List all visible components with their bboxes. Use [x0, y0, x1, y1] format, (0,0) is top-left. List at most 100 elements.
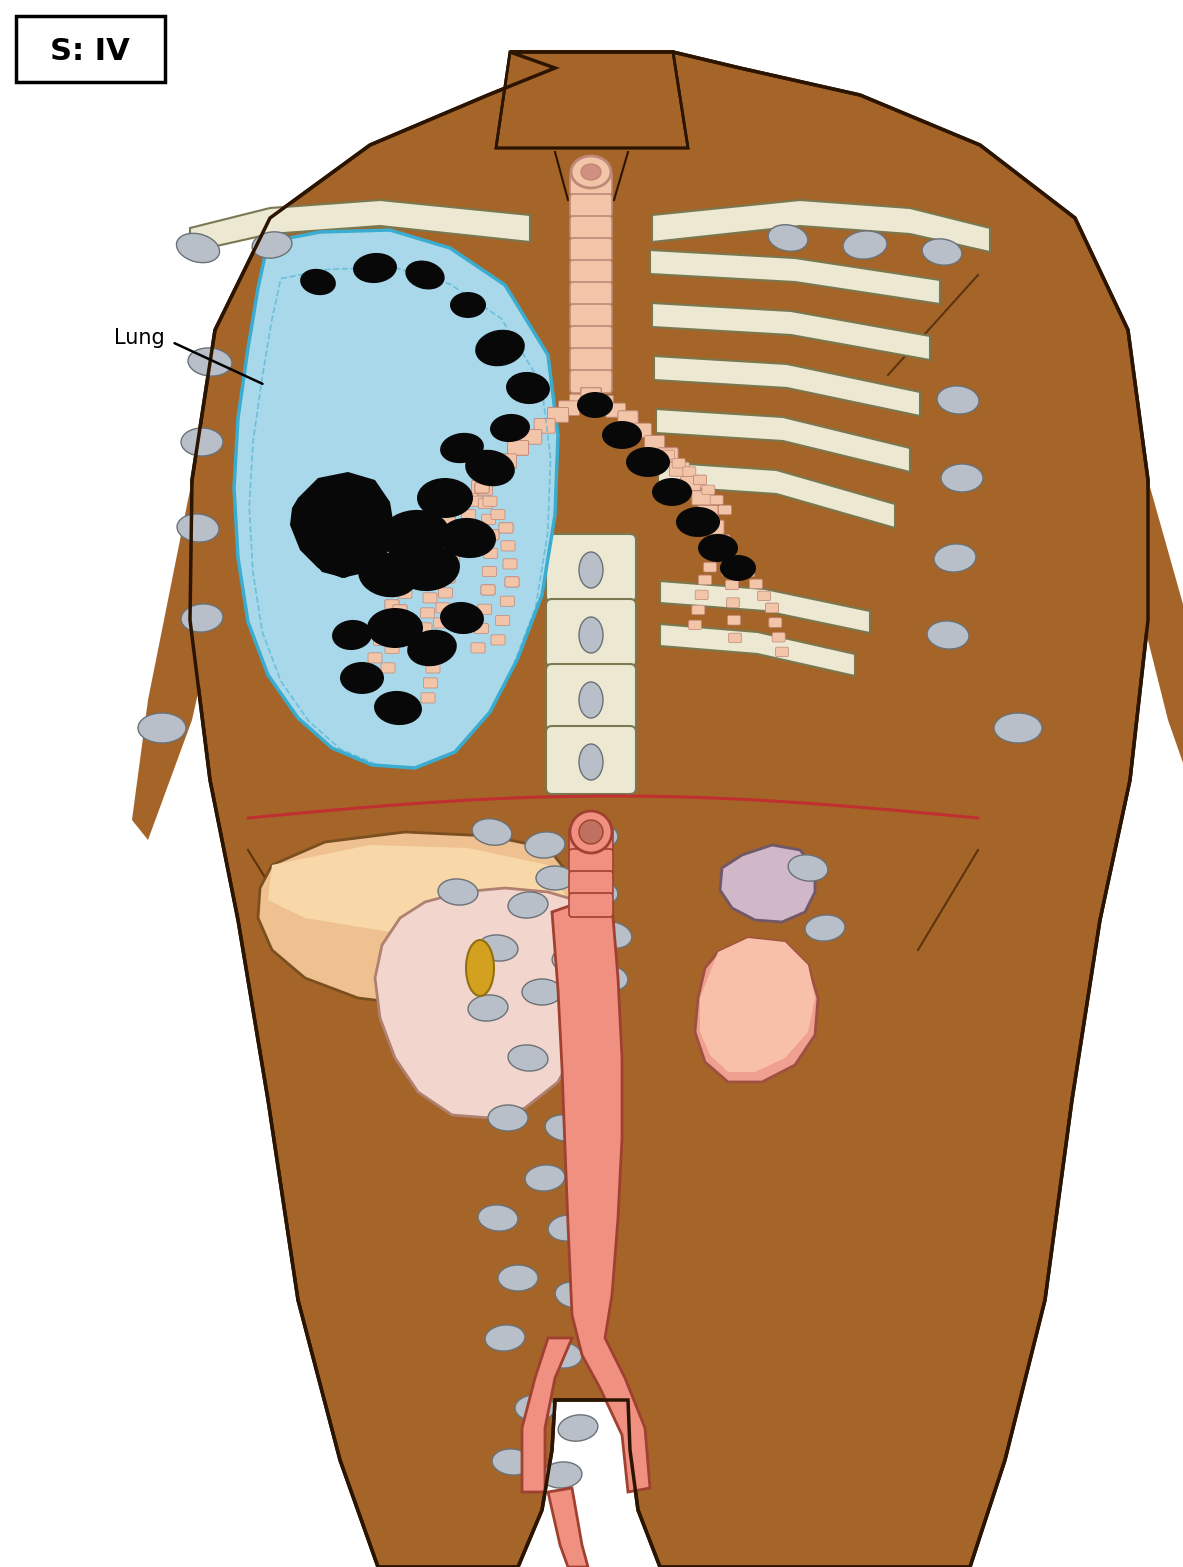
Polygon shape [552, 906, 649, 1492]
FancyBboxPatch shape [569, 827, 613, 851]
FancyBboxPatch shape [441, 574, 455, 583]
Polygon shape [190, 52, 1148, 1567]
Ellipse shape [652, 478, 692, 506]
FancyBboxPatch shape [437, 603, 450, 613]
Polygon shape [658, 462, 896, 528]
FancyBboxPatch shape [776, 647, 789, 657]
FancyBboxPatch shape [570, 326, 612, 349]
Polygon shape [652, 201, 990, 252]
FancyBboxPatch shape [698, 575, 711, 584]
Ellipse shape [555, 1282, 595, 1308]
FancyBboxPatch shape [393, 605, 407, 614]
Ellipse shape [407, 630, 457, 666]
Ellipse shape [177, 514, 219, 542]
Ellipse shape [396, 545, 460, 591]
Ellipse shape [478, 935, 518, 961]
FancyBboxPatch shape [702, 486, 715, 495]
Polygon shape [694, 939, 817, 1081]
Ellipse shape [558, 1415, 597, 1442]
Polygon shape [290, 472, 395, 578]
Ellipse shape [300, 270, 336, 295]
FancyBboxPatch shape [408, 555, 422, 566]
FancyBboxPatch shape [481, 584, 494, 595]
FancyBboxPatch shape [765, 603, 778, 613]
Ellipse shape [562, 1062, 602, 1087]
Ellipse shape [577, 392, 613, 418]
FancyBboxPatch shape [683, 467, 696, 476]
FancyBboxPatch shape [500, 541, 515, 552]
FancyBboxPatch shape [441, 574, 455, 583]
FancyBboxPatch shape [451, 539, 465, 550]
Ellipse shape [476, 329, 525, 367]
FancyBboxPatch shape [670, 462, 690, 476]
FancyBboxPatch shape [374, 635, 388, 646]
Ellipse shape [380, 509, 450, 559]
FancyBboxPatch shape [397, 588, 412, 599]
FancyBboxPatch shape [713, 537, 726, 547]
FancyBboxPatch shape [472, 481, 492, 495]
FancyBboxPatch shape [499, 523, 513, 533]
Ellipse shape [358, 553, 418, 597]
FancyBboxPatch shape [496, 454, 517, 469]
Ellipse shape [578, 617, 603, 653]
FancyBboxPatch shape [384, 644, 399, 653]
FancyBboxPatch shape [713, 537, 726, 547]
Ellipse shape [536, 867, 574, 890]
FancyBboxPatch shape [632, 423, 652, 437]
FancyBboxPatch shape [464, 494, 478, 503]
FancyBboxPatch shape [618, 411, 638, 425]
Ellipse shape [332, 621, 371, 650]
Polygon shape [657, 409, 910, 472]
Polygon shape [258, 832, 573, 1004]
FancyBboxPatch shape [468, 497, 483, 506]
FancyBboxPatch shape [558, 401, 580, 415]
FancyBboxPatch shape [570, 348, 612, 371]
Ellipse shape [252, 232, 292, 259]
FancyBboxPatch shape [594, 395, 613, 409]
FancyBboxPatch shape [692, 605, 705, 614]
FancyBboxPatch shape [432, 547, 446, 556]
FancyBboxPatch shape [618, 411, 638, 425]
Ellipse shape [593, 921, 632, 948]
Ellipse shape [940, 464, 983, 492]
FancyBboxPatch shape [461, 509, 476, 520]
FancyBboxPatch shape [581, 389, 601, 401]
FancyBboxPatch shape [426, 663, 440, 672]
Ellipse shape [571, 157, 610, 188]
Ellipse shape [374, 691, 422, 726]
FancyBboxPatch shape [750, 580, 763, 589]
FancyBboxPatch shape [485, 530, 499, 541]
FancyBboxPatch shape [505, 577, 519, 588]
Ellipse shape [188, 348, 232, 376]
Ellipse shape [548, 1214, 588, 1241]
Ellipse shape [440, 432, 484, 464]
FancyBboxPatch shape [500, 595, 515, 606]
FancyBboxPatch shape [478, 605, 492, 614]
FancyBboxPatch shape [693, 475, 706, 484]
Ellipse shape [340, 661, 384, 694]
Ellipse shape [675, 508, 720, 537]
Ellipse shape [994, 713, 1042, 743]
FancyBboxPatch shape [389, 624, 403, 635]
FancyBboxPatch shape [428, 647, 442, 658]
Ellipse shape [570, 812, 612, 852]
FancyBboxPatch shape [426, 578, 440, 588]
FancyBboxPatch shape [672, 459, 685, 469]
Ellipse shape [545, 1114, 584, 1141]
FancyBboxPatch shape [645, 436, 665, 450]
Ellipse shape [937, 385, 980, 414]
FancyBboxPatch shape [481, 584, 494, 595]
Ellipse shape [508, 1045, 548, 1072]
Ellipse shape [806, 915, 845, 942]
Ellipse shape [768, 224, 808, 251]
FancyBboxPatch shape [499, 523, 513, 533]
FancyBboxPatch shape [772, 633, 786, 642]
FancyBboxPatch shape [393, 605, 407, 614]
FancyBboxPatch shape [483, 497, 497, 506]
FancyBboxPatch shape [698, 506, 718, 520]
Ellipse shape [450, 291, 486, 318]
FancyBboxPatch shape [569, 849, 613, 873]
Ellipse shape [440, 602, 484, 635]
FancyBboxPatch shape [424, 679, 438, 688]
FancyBboxPatch shape [421, 693, 435, 704]
